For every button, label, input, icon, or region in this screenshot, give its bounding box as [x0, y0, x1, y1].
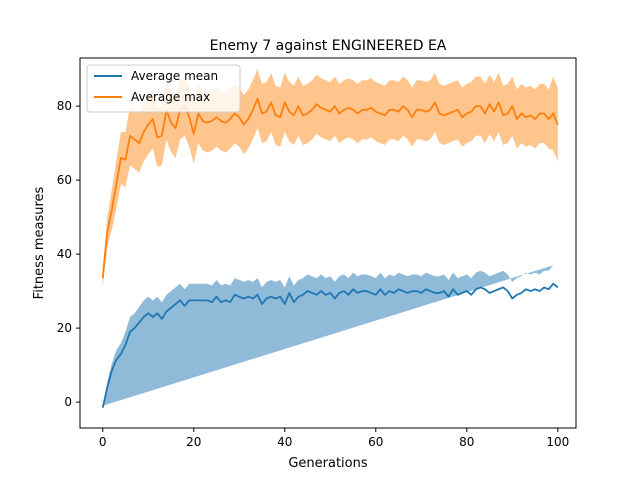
y-tick-label: 0 — [64, 395, 72, 409]
y-axis-ticks: 0 20 40 60 80 — [57, 99, 80, 409]
x-tick-label: 20 — [186, 435, 201, 449]
line-series-0 — [101, 282, 559, 408]
chart-title: Enemy 7 against ENGINEERED EA — [210, 38, 447, 54]
x-tick-label: 100 — [546, 435, 569, 449]
x-tick-label: 60 — [368, 435, 383, 449]
confidence-bands — [102, 69, 558, 406]
legend-label-max: Average max — [131, 90, 210, 104]
band-series-1 — [102, 69, 558, 288]
series-lines — [101, 97, 559, 408]
y-tick-label: 60 — [57, 173, 72, 187]
y-axis-label: Fitness measures — [32, 186, 47, 299]
y-tick-label: 20 — [57, 321, 72, 335]
legend-box — [86, 64, 241, 113]
x-axis-ticks: 0 20 40 60 80 100 — [99, 428, 569, 449]
x-tick-label: 0 — [99, 435, 107, 449]
band-series-0 — [102, 265, 554, 406]
x-tick-label: 80 — [459, 435, 474, 449]
x-axis-label: Generations — [288, 456, 368, 471]
legend: Average mean Average max — [86, 64, 241, 113]
y-tick-label: 40 — [57, 247, 72, 261]
legend-label-mean: Average mean — [131, 69, 218, 83]
y-tick-label: 80 — [57, 99, 72, 113]
plot-frame — [79, 57, 577, 429]
x-tick-label: 40 — [277, 435, 292, 449]
line-series-1 — [101, 97, 559, 279]
